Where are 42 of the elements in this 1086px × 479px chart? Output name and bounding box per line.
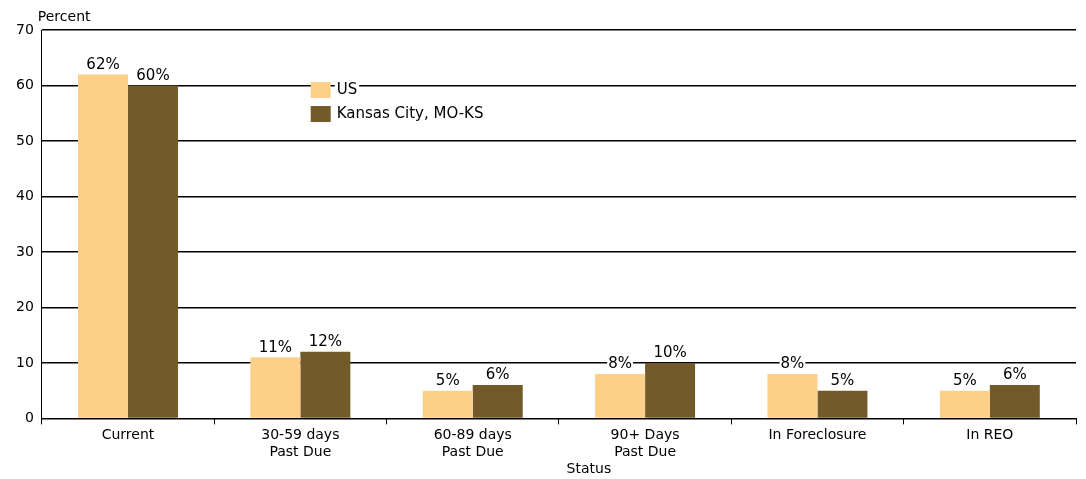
x-tick-label: 30-59 days Past Due: [261, 426, 340, 460]
x-tick-label: 90+ Days Past Due: [610, 426, 680, 460]
y-tick-label: 50: [15, 131, 34, 148]
bar: [595, 374, 646, 418]
y-tick-label: 0: [24, 409, 34, 426]
bar: [939, 390, 990, 418]
legend-label: US: [336, 79, 358, 98]
data-label: 6%: [485, 365, 510, 384]
y-tick-label: 30: [15, 242, 34, 259]
y-tick-label: 40: [15, 187, 34, 204]
data-label: 5%: [435, 371, 460, 390]
bar: [472, 385, 523, 418]
x-axis-title: Status: [566, 459, 612, 476]
data-label: 5%: [952, 371, 977, 390]
x-tick-label: In Foreclosure: [768, 426, 867, 443]
data-label: 62%: [86, 54, 120, 73]
legend-label: Kansas City, MO-KS: [336, 103, 484, 122]
data-label: 8%: [780, 354, 805, 373]
y-tick-label: 20: [15, 298, 34, 315]
x-tick-label: In REO: [966, 426, 1014, 443]
x-tick-label: 60-89 days Past Due: [433, 426, 512, 460]
y-tick-label: 70: [15, 20, 34, 37]
bar: [250, 357, 301, 418]
bar: [989, 385, 1040, 418]
bar: [767, 374, 818, 418]
data-label: 6%: [1002, 365, 1027, 384]
y-tick-label: 10: [15, 353, 34, 370]
data-label: 10%: [653, 343, 687, 362]
data-label: 11%: [258, 337, 293, 356]
bar: [645, 362, 696, 418]
data-label: 8%: [608, 354, 632, 373]
data-label: 12%: [308, 332, 343, 351]
bar: [78, 74, 128, 418]
data-label: 5%: [830, 371, 855, 390]
bar: [300, 351, 351, 418]
x-tick-label: Current: [101, 426, 155, 443]
y-tick-label: 60: [15, 76, 34, 93]
y-axis-title: Percent: [37, 7, 91, 24]
bar: [422, 390, 473, 418]
bar: [128, 85, 178, 418]
bar: [817, 390, 868, 418]
data-label: 60%: [136, 65, 170, 84]
